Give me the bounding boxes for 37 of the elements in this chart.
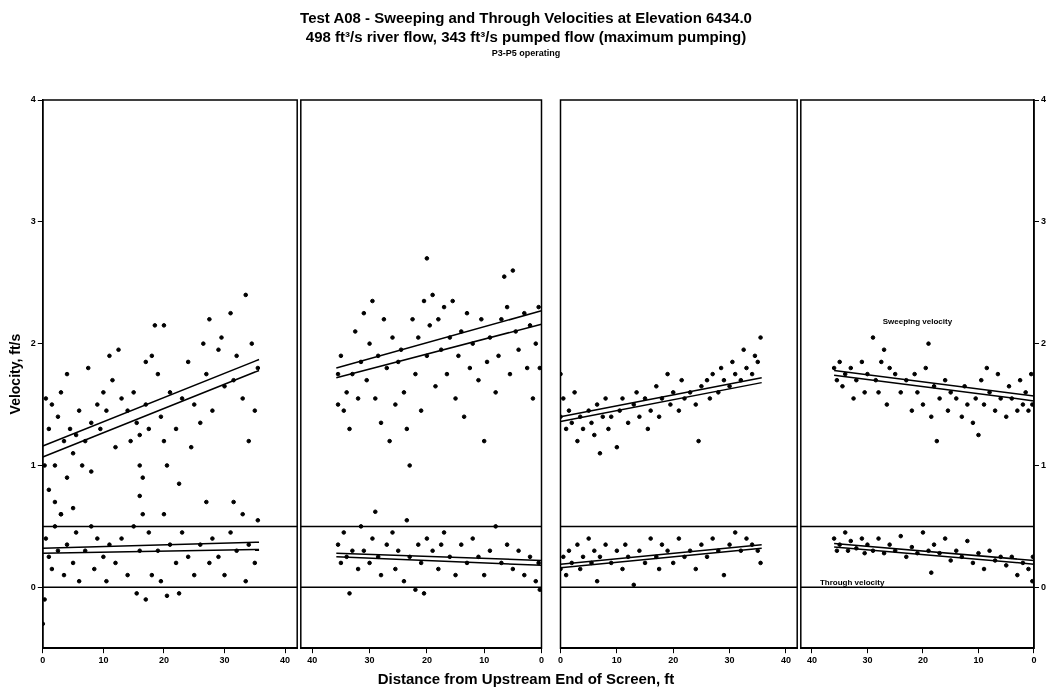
x-tick-label: 40 (307, 655, 318, 666)
x-tick-label: 20 (158, 655, 169, 666)
y-tick-label: 4 (30, 94, 36, 105)
y2-tick-label: 3 (1040, 216, 1047, 227)
x-tick-label: 10 (973, 655, 984, 666)
x-tick-label: 20 (668, 655, 679, 666)
text: P3-P5 operating (490, 47, 562, 60)
y2-tick-label: 2 (1040, 338, 1047, 349)
y-tick-label: 0 (30, 581, 36, 592)
x-tick-label: 0 (538, 655, 545, 666)
annotation: Through velocity (819, 577, 885, 587)
x-tick-label: 10 (98, 655, 109, 666)
x-tick-label: 30 (862, 655, 873, 666)
x-tick-label: 40 (806, 655, 817, 666)
y2-tick-label: 4 (1040, 94, 1047, 105)
x-tick-label: 20 (917, 655, 928, 666)
x-tick-label: 30 (364, 655, 375, 666)
x-tick-label: 30 (219, 655, 230, 666)
x-tick-label: 20 (421, 655, 432, 666)
y2-tick-label: 0 (1040, 581, 1047, 592)
x-tick-label: 40 (780, 655, 791, 666)
x-tick-label: 10 (611, 655, 622, 666)
x-axis-title: Distance from Upstream End of Screen, ft (376, 670, 676, 687)
y-tick-label: 2 (30, 338, 36, 349)
x-tick-label: 0 (40, 655, 46, 666)
y2-tick-label: 1 (1040, 459, 1047, 470)
annotation: Sweeping velocity (882, 317, 953, 327)
x-tick-label: 40 (280, 655, 291, 666)
y-axis-title: Velocity, ft/s (7, 333, 24, 415)
x-tick-label: 30 (724, 655, 735, 666)
y-tick-label: 1 (30, 459, 36, 470)
y-tick-label: 3 (30, 216, 36, 227)
x-tick-label: 10 (479, 655, 490, 666)
chart-title: Test A08 - Sweeping and Through Velocities at Elevation 6434.0 (299, 8, 753, 27)
x-tick-label: 0 (557, 655, 564, 666)
x-tick-label: 0 (1031, 655, 1037, 666)
chart-subtitle: 498 ft³/s river flow, 343 ft³/s pumped flow (maximum pumping) (304, 27, 748, 46)
